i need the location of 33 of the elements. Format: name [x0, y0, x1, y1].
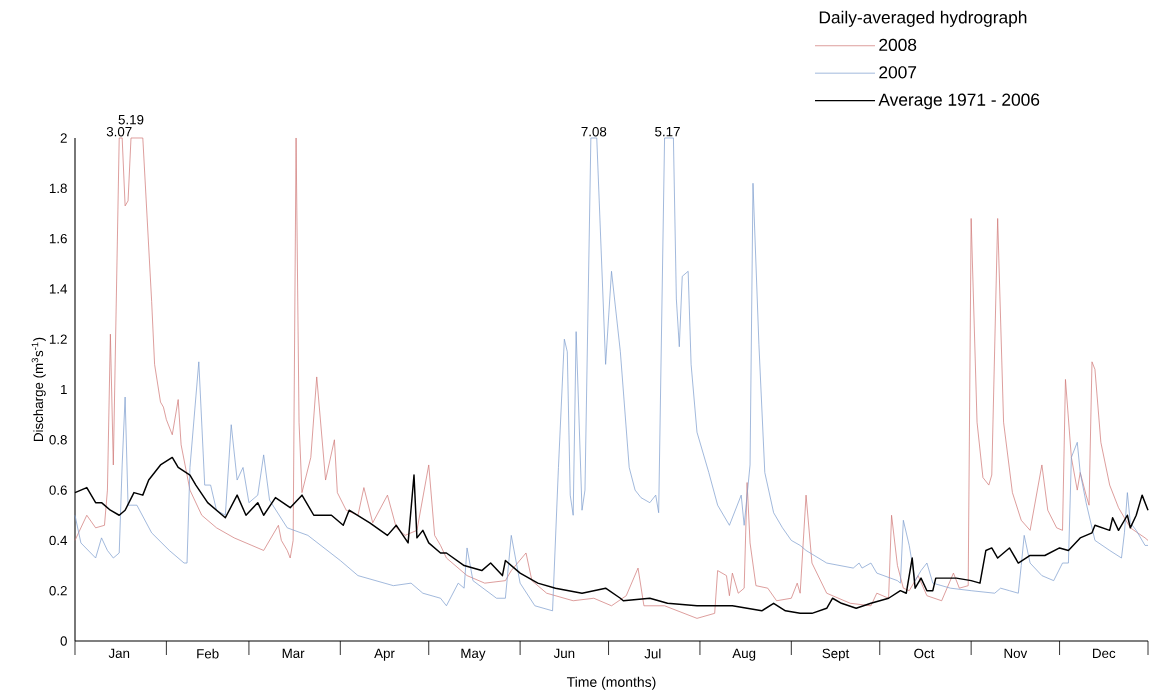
x-tick-label: Jan [108, 648, 130, 659]
y-tick-label: 0.8 [49, 435, 67, 445]
y-tick-label: 0.6 [49, 485, 67, 495]
annotation: 7.08 [581, 126, 607, 137]
x-axis-title: Time (months) [566, 676, 656, 690]
y-axis-title: Discharge (m$^{3}$s$^{-1}$) [31, 337, 46, 442]
annotation: 5.17 [655, 127, 680, 137]
y-tick-label: 1.2 [49, 334, 67, 344]
y-tick-label: 1 [61, 384, 67, 395]
y-tick-label: 1.4 [49, 284, 68, 294]
annotation: 3.07 [106, 126, 132, 137]
x-tick-label: Mar [282, 648, 305, 659]
legend-title: Daily-averaged hydrograph [819, 10, 1027, 27]
x-tick-label: Jul [644, 648, 661, 659]
y-tick-label: 0.2 [49, 585, 67, 596]
x-tick-label: Feb [197, 648, 219, 659]
x-tick-label: Nov [1004, 648, 1028, 659]
y-tick-label: 1.8 [49, 183, 67, 194]
annotation: 5.19 [118, 114, 144, 125]
legend-label: Average 1971 - 2006 [878, 93, 1040, 110]
x-tick-label: Jun [553, 648, 575, 659]
x-tick-label: Dec [1093, 648, 1116, 659]
y-tick-label: 0 [60, 636, 67, 646]
x-tick-label: Sept [822, 648, 850, 661]
legend-label: 2007 [879, 66, 917, 79]
x-tick-label: Apr [374, 648, 395, 661]
legend-label: 2008 [879, 38, 917, 51]
y-tick-label: 1.6 [49, 233, 67, 244]
x-tick-label: Oct [914, 648, 935, 659]
x-tick-label: Aug [732, 648, 756, 661]
y-tick-label: 0.4 [49, 535, 68, 546]
x-tick-label: May [461, 648, 486, 661]
y-tick-label: 2 [60, 133, 67, 143]
